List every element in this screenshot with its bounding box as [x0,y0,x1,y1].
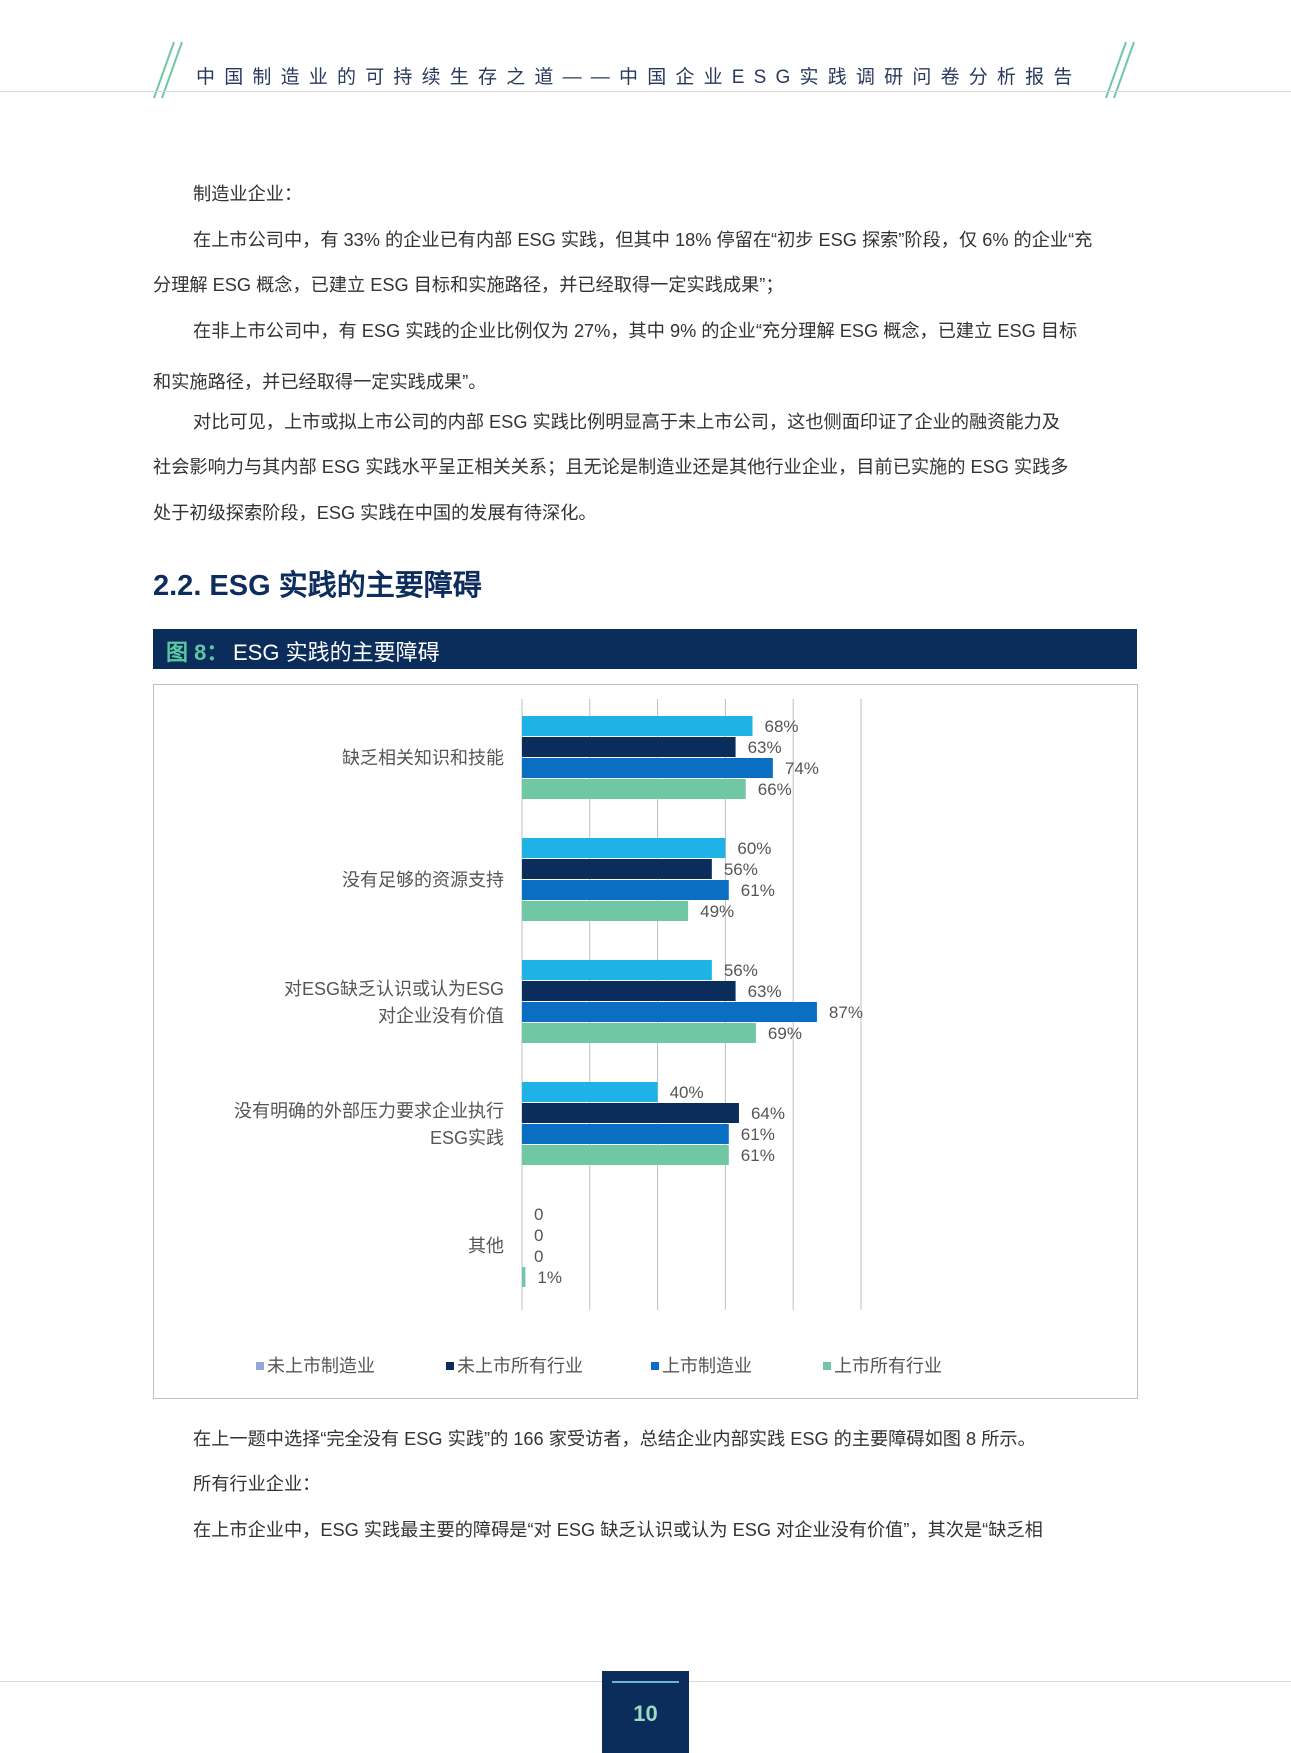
data-label: 60% [737,839,771,858]
header-slash-right-icon [1105,41,1135,99]
bar [522,981,736,1001]
data-label: 0 [534,1205,543,1224]
data-label: 61% [741,881,775,900]
category-label: 没有足够的资源支持 [342,870,504,890]
legend-swatch [823,1362,831,1370]
header-slash-left-icon [153,41,183,99]
data-label: 1% [537,1268,562,1287]
bar [522,859,712,879]
bar [522,737,736,757]
bar [522,838,726,858]
bar [522,779,746,799]
data-label: 0 [534,1226,543,1245]
paragraph-all-industries: 所有行业企业： [193,1474,321,1494]
bar [522,960,712,980]
category-label: 对ESG缺乏认识或认为ESG [284,979,504,999]
data-label: 56% [724,860,758,879]
bar [522,1103,739,1123]
legend-label: 上市所有行业 [834,1356,942,1376]
bar [522,716,753,736]
data-label: 68% [765,717,799,736]
legend-swatch [651,1362,659,1370]
data-label: 40% [670,1083,704,1102]
page-number: 10 [633,1701,658,1726]
paragraph-comparison-line2: 社会影响力与其内部 ESG 实践水平呈正相关关系；且无论是制造业还是其他行业企业… [153,457,1069,477]
data-label: 69% [768,1024,802,1043]
figure-title: ESG 实践的主要障碍 [233,640,440,665]
category-label: 其他 [468,1236,504,1256]
paragraph-manufacturing-heading: 制造业企业： [193,184,303,204]
bar [522,901,689,921]
legend-label: 未上市所有行业 [457,1356,583,1376]
bar [522,880,729,900]
bar [522,1124,729,1144]
paragraph-listed-line2: 分理解 ESG 概念，已建立 ESG 目标和实施路径，并已经取得一定实践成果”； [153,275,784,295]
category-label: 没有明确的外部压力要求企业执行 [234,1101,504,1121]
legend-swatch [256,1362,264,1370]
bar [522,1145,729,1165]
data-label: 66% [758,780,792,799]
data-label: 61% [741,1146,775,1165]
section-title: 2.2. ESG 实践的主要障碍 [153,570,482,602]
figure-caption-bar: 图 8： ESG 实践的主要障碍 [153,629,1137,669]
category-label: ESG实践 [430,1128,504,1148]
data-label: 74% [785,759,819,778]
figure-label: 图 8： [166,640,229,665]
page-header: 中国制造业的可持续生存之道——中国企业ESG实践调研问卷分析报告 [0,40,1291,110]
bar [522,1002,817,1022]
paragraph-listed-line1: 在上市公司中，有 33% 的企业已有内部 ESG 实践，但其中 18% 停留在“… [193,230,1093,250]
paragraph-listed-barriers: 在上市企业中，ESG 实践最主要的障碍是“对 ESG 缺乏认识或认为 ESG 对… [193,1520,1043,1540]
page-number-accent-line [612,1681,679,1683]
legend-swatch [446,1362,454,1370]
header-title: 中国制造业的可持续生存之道——中国企业ESG实践调研问卷分析报告 [196,67,1082,88]
header-divider [0,91,1291,92]
bar [522,1023,756,1043]
legend-label: 上市制造业 [662,1356,752,1376]
data-label: 87% [829,1003,863,1022]
data-label: 63% [748,738,782,757]
category-label: 缺乏相关知识和技能 [342,748,504,768]
paragraph-comparison-line3: 处于初级探索阶段，ESG 实践在中国的发展有待深化。 [153,503,597,523]
bar [522,1267,526,1287]
category-label: 对企业没有价值 [378,1006,504,1026]
page-number-box: 10 [602,1671,689,1753]
data-label: 61% [741,1125,775,1144]
data-label: 56% [724,961,758,980]
paragraph-chart-intro: 在上一题中选择“完全没有 ESG 实践”的 166 家受访者，总结企业内部实践 … [193,1429,1036,1449]
data-label: 63% [748,982,782,1001]
paragraph-unlisted-line2: 和实施路径，并已经取得一定实践成果”。 [153,372,487,392]
chart-container: 缺乏相关知识和技能 没有足够的资源支持对ESG缺乏认识或认为ESG 对企业没有价值没… [153,684,1138,1399]
data-label: 49% [700,902,734,921]
data-label: 0 [534,1247,543,1266]
bar [522,758,773,778]
paragraph-comparison-line1: 对比可见，上市或拟上市公司的内部 ESG 实践比例明显高于未上市公司，这也侧面印… [193,412,1060,432]
data-label: 64% [751,1104,785,1123]
legend-label: 未上市制造业 [267,1356,375,1376]
paragraph-unlisted-line1: 在非上市公司中，有 ESG 实践的企业比例仅为 27%，其中 9% 的企业“充分… [193,321,1078,341]
bar [522,1082,658,1102]
